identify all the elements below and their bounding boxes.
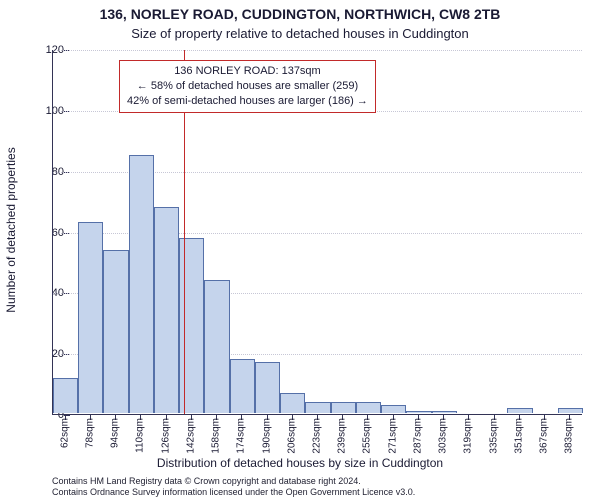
histogram-bar xyxy=(406,411,431,413)
x-tick-label: 78sqm xyxy=(84,418,95,448)
histogram-bar xyxy=(204,280,229,413)
x-tick-label: 271sqm xyxy=(387,418,398,454)
plot-area: 136 NORLEY ROAD: 137sqm← 58% of detached… xyxy=(52,50,582,415)
x-tick-label: 351sqm xyxy=(513,418,524,454)
x-tick-label: 383sqm xyxy=(564,418,575,454)
chart-title: 136, NORLEY ROAD, CUDDINGTON, NORTHWICH,… xyxy=(0,6,600,22)
x-tick-label: 206sqm xyxy=(286,418,297,454)
chart-container: 136, NORLEY ROAD, CUDDINGTON, NORTHWICH,… xyxy=(0,0,600,500)
histogram-bar xyxy=(381,405,406,413)
x-tick-label: 110sqm xyxy=(135,418,146,453)
x-tick-label: 303sqm xyxy=(438,418,449,454)
x-tick-label: 190sqm xyxy=(261,418,272,454)
y-axis-label: Number of detached properties xyxy=(4,147,18,312)
annotation-box: 136 NORLEY ROAD: 137sqm← 58% of detached… xyxy=(119,60,376,113)
histogram-bar xyxy=(305,402,330,413)
x-tick-label: 126sqm xyxy=(160,418,171,454)
x-tick-label: 335sqm xyxy=(488,418,499,454)
annotation-line: ← 58% of detached houses are smaller (25… xyxy=(127,79,368,94)
x-tick-label: 223sqm xyxy=(312,418,323,454)
x-tick-label: 158sqm xyxy=(211,418,222,454)
x-tick-label: 367sqm xyxy=(539,418,550,454)
footer-attribution: Contains HM Land Registry data © Crown c… xyxy=(52,476,415,498)
histogram-bar xyxy=(129,155,154,413)
x-tick-label: 255sqm xyxy=(362,418,373,454)
histogram-bar xyxy=(230,359,255,413)
x-tick-label: 239sqm xyxy=(337,418,348,454)
annotation-line: 136 NORLEY ROAD: 137sqm xyxy=(127,64,368,79)
footer-line-1: Contains HM Land Registry data © Crown c… xyxy=(52,476,415,487)
x-tick-label: 319sqm xyxy=(463,418,474,454)
histogram-bar xyxy=(154,207,179,413)
histogram-bar xyxy=(53,378,78,414)
histogram-bar xyxy=(432,411,457,413)
chart-subtitle: Size of property relative to detached ho… xyxy=(0,26,600,41)
histogram-bar xyxy=(331,402,356,413)
x-tick-label: 62sqm xyxy=(59,418,70,448)
x-axis-label: Distribution of detached houses by size … xyxy=(0,456,600,470)
histogram-bar xyxy=(255,362,280,413)
histogram-bar xyxy=(280,393,305,413)
x-tick-label: 142sqm xyxy=(185,418,196,454)
histogram-bar xyxy=(356,402,381,413)
x-tick-label: 174sqm xyxy=(236,418,247,454)
histogram-bar xyxy=(558,408,583,413)
histogram-bar xyxy=(103,250,128,413)
histogram-bar xyxy=(78,222,103,413)
histogram-bar xyxy=(507,408,532,413)
x-tick-label: 287sqm xyxy=(412,418,423,454)
annotation-line: 42% of semi-detached houses are larger (… xyxy=(127,94,368,109)
x-tick-label: 94sqm xyxy=(110,418,121,448)
footer-line-2: Contains Ordnance Survey information lic… xyxy=(52,487,415,498)
gridline xyxy=(53,50,582,51)
